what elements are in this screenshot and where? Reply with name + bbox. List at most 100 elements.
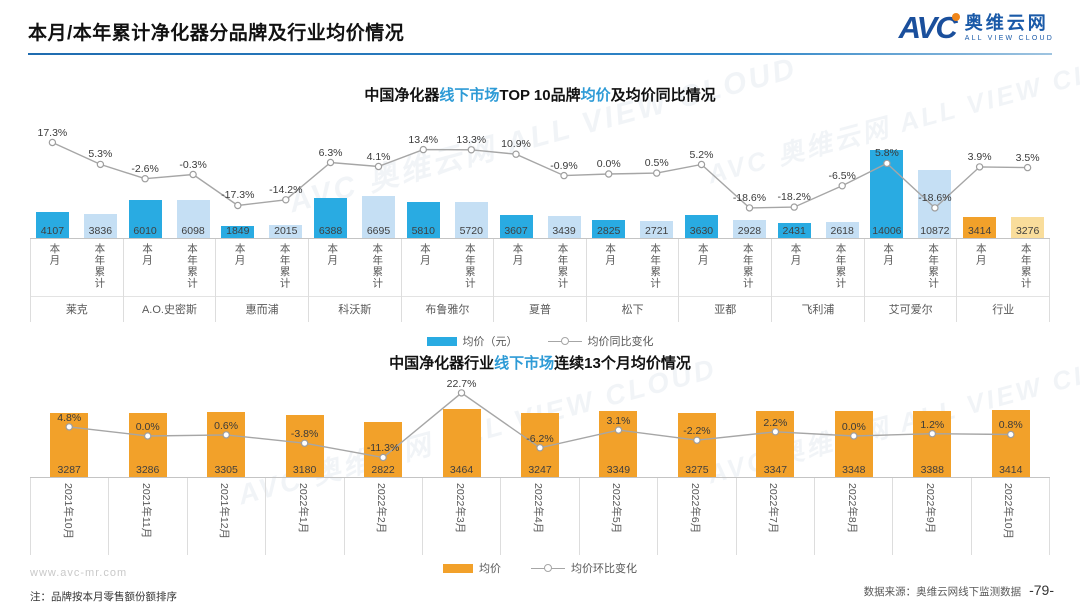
column-label: 本月	[326, 243, 339, 266]
bar-value-label: 6388	[318, 225, 343, 237]
mom-pct-label: 4.8%	[57, 411, 82, 424]
title-part: 中国净化器行业	[389, 355, 495, 372]
bar-value-label: 6695	[366, 225, 391, 237]
bar-value-label: 6098	[181, 225, 205, 237]
mom-pct-label: -3.8%	[290, 428, 319, 441]
mom-pct-label: 0.0%	[841, 421, 866, 433]
page-header: 本月/本年累计净化器分品牌及行业均价情况 AVC 奥维云网 ALL VIEW C…	[0, 0, 1080, 60]
axis-group-布鲁雅尔: 本月 本年累计 布鲁雅尔	[401, 239, 495, 322]
month-label: 2022年2月	[375, 483, 388, 534]
legend-label: 均价同比变化	[587, 336, 654, 348]
bar-value-label: 1849	[226, 225, 250, 237]
bar-本月-行业	[963, 216, 997, 238]
bar-本月-莱克	[35, 212, 69, 238]
axis-group-2021年11月: 2021年11月	[109, 478, 188, 555]
bar-value-label: 2431	[782, 225, 806, 237]
avc-logo-mark: AVC	[899, 12, 960, 43]
bar-value-label: 3464	[449, 464, 474, 476]
bar-value-label: 3607	[504, 225, 528, 237]
mom-pct-label: -11.3%	[366, 442, 400, 455]
legend-label: 均价环比变化	[571, 563, 637, 575]
month-label: 2022年7月	[767, 483, 780, 534]
legend-item-yoy-change: 均价同比变化	[547, 333, 654, 349]
column-labels: 本月 本年累计	[865, 239, 957, 296]
month-label: 2022年6月	[688, 483, 701, 534]
mom-pct-label: 0.8%	[998, 419, 1023, 432]
axis-group-2022年6月: 2022年6月	[658, 478, 737, 555]
bar-value-label: 3347	[763, 464, 788, 476]
axis-group-科沃斯: 本月 本年累计 科沃斯	[308, 239, 402, 322]
column-labels: 本月 本年累计	[402, 239, 494, 296]
legend-item-avg-price: 均价（元）	[426, 333, 518, 349]
axis-group-2021年12月: 2021年12月	[188, 478, 267, 555]
column-labels: 本月 本年累计	[957, 239, 1049, 296]
column-label: 本月	[604, 243, 617, 266]
brand-label: 夏普	[494, 296, 586, 322]
column-labels: 本月 本年累计	[679, 239, 771, 296]
bar-本月-松下	[592, 220, 626, 238]
bar-value-label: 5720	[459, 225, 483, 237]
axis-group-2022年1月: 2022年1月	[266, 478, 345, 555]
bar-本月-惠而浦	[221, 226, 255, 238]
column-label: 本年累计	[556, 243, 569, 289]
yoy-pct-label: 10.9%	[501, 138, 531, 151]
yoy-pct-label: 4.1%	[366, 150, 391, 163]
line-swatch-icon	[547, 337, 582, 346]
month-label: 2022年10月	[1002, 483, 1015, 540]
column-label: 本年累计	[1019, 243, 1032, 289]
axis-group-2022年2月: 2022年2月	[345, 478, 423, 555]
bar-swatch-icon	[443, 563, 473, 573]
column-label: 本年累计	[927, 243, 940, 289]
bar-value-label: 3388	[920, 464, 944, 476]
brand-label: 莱克	[31, 296, 123, 322]
bar-value-label: 3286	[136, 464, 160, 476]
line-swatch-icon	[531, 564, 565, 573]
legend-label: 均价	[479, 563, 501, 575]
title-part: 均价	[580, 87, 611, 104]
title-part: 线下市场	[439, 87, 500, 104]
page-title: 本月/本年累计净化器分品牌及行业均价情况	[28, 23, 405, 44]
month-label: 2022年9月	[923, 483, 936, 534]
bar-value-label: 3414	[999, 464, 1023, 476]
column-labels: 本月 本年累计	[31, 239, 123, 296]
bar-value-label: 3275	[685, 464, 709, 476]
month-label: 2022年3月	[453, 483, 466, 534]
axis-group-2022年5月: 2022年5月	[580, 478, 659, 555]
title-underline	[28, 53, 1052, 55]
bar-本年累计-行业	[1011, 217, 1045, 238]
brand-label: 科沃斯	[308, 296, 401, 322]
title-part: TOP 10品牌	[499, 87, 581, 104]
axis-group-松下: 本月 本年累计松下	[586, 239, 680, 322]
column-labels: 本月 本年累计	[494, 239, 586, 296]
mom-pct-label: 2.2%	[763, 416, 788, 429]
brand-name: 奥维云网	[964, 12, 1049, 33]
yoy-pct-label: -0.3%	[179, 158, 207, 171]
top-chart-title: 中国净化器线下市场TOP 10品牌均价及均价同比情况	[30, 84, 1050, 108]
bar-value-label: 3276	[1015, 225, 1040, 237]
column-label: 本月	[48, 243, 61, 266]
bar-value-label: 14006	[872, 225, 902, 237]
column-labels: 本月 本年累计	[772, 239, 864, 296]
axis-group-行业: 本月 本年累计 行业	[957, 239, 1051, 322]
column-labels: 本月 本年累计	[124, 239, 216, 296]
yoy-pct-label: -6.5%	[828, 169, 856, 182]
yoy-pct-label: 5.8%	[874, 147, 899, 160]
title-part: 连续13个月均价情况	[554, 355, 691, 372]
axis-group-夏普: 本月 本年累计 夏普	[494, 239, 587, 322]
brand-label: 松下	[586, 296, 679, 322]
bar-value-label: 2721	[645, 225, 669, 237]
yoy-pct-label: 17.3%	[37, 126, 68, 139]
axis-group-惠而浦: 本月 本年累计 惠而浦	[216, 239, 309, 322]
title-part: 及均价同比情况	[610, 87, 716, 104]
mom-pct-label: 0.0%	[135, 421, 160, 433]
column-label: 本月	[140, 243, 153, 266]
bar-value-label: 10872	[920, 225, 950, 237]
brand-label: 布鲁雅尔	[401, 296, 494, 322]
bar-value-label: 3305	[214, 464, 238, 476]
column-label: 本年累计	[649, 243, 662, 289]
avc-logo-dot-icon	[951, 13, 960, 21]
column-labels: 本月 本年累计	[309, 239, 401, 296]
brand-tagline: ALL VIEW CLOUD	[964, 35, 1054, 43]
bottom-chart-plot: 3287 4.8% 3286 0.0% 3305 0.6% 3180 -3.8% 2822 -11…	[30, 378, 1050, 477]
